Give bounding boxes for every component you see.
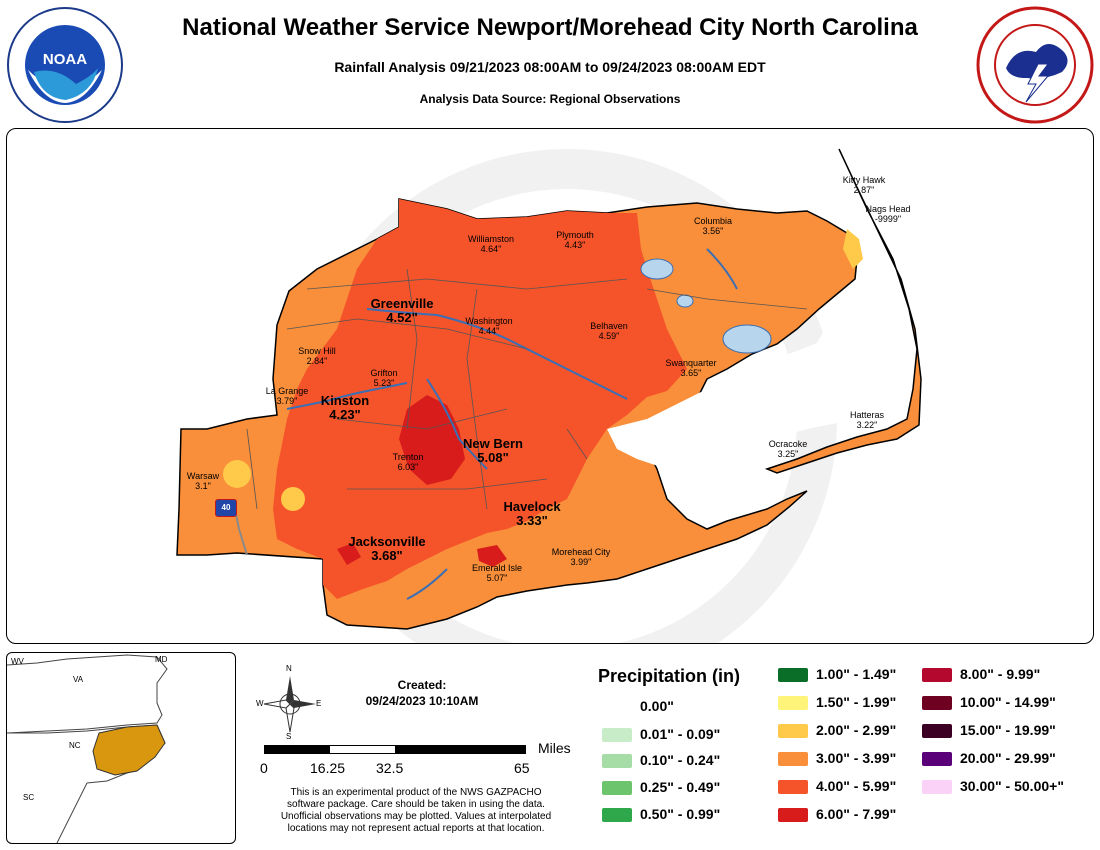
legend-swatch bbox=[922, 668, 952, 683]
compass-e: E bbox=[316, 699, 322, 708]
station-kitty-hawk: Kitty Hawk 2.87" bbox=[842, 175, 886, 195]
compass-w: W bbox=[256, 699, 264, 708]
inset-label-va: VA bbox=[73, 675, 84, 684]
legend-item: 0.01" - 0.09" bbox=[602, 726, 720, 743]
rainfall-map bbox=[176, 148, 922, 643]
station-new-bern: New Bern 5.08" bbox=[463, 436, 523, 465]
disclaimer: This is an experimental product of the N… bbox=[246, 787, 586, 835]
legend-item: 1.00" - 1.49" bbox=[778, 666, 896, 683]
legend-item: 6.00" - 7.99" bbox=[778, 806, 896, 823]
interstate-40-shield: 40 bbox=[215, 499, 237, 517]
legend-item: 0.25" - 0.49" bbox=[602, 779, 720, 796]
station-havelock: Havelock 3.33" bbox=[503, 499, 561, 528]
station-ocracoke: Ocracoke 3.25" bbox=[768, 439, 808, 459]
legend-swatch bbox=[922, 696, 952, 711]
station-nags-head: Nags Head -9999" bbox=[865, 204, 911, 224]
station-morehead-city: Morehead City 3.99" bbox=[551, 547, 611, 567]
scale-unit: Miles bbox=[538, 740, 571, 756]
legend-swatch bbox=[778, 668, 808, 683]
inset-label-md: MD bbox=[155, 655, 168, 664]
station-grifton: Grifton 5.23" bbox=[370, 368, 398, 388]
disclaimer-line-3: Unofficial observations may be plotted. … bbox=[280, 811, 552, 822]
legend-item: 15.00" - 19.99" bbox=[922, 722, 1056, 739]
locator-inset-map bbox=[7, 654, 168, 843]
legend-item: 20.00" - 29.99" bbox=[922, 750, 1056, 767]
station-jacksonville: Jacksonville 3.68" bbox=[348, 534, 426, 563]
station-la-grange: La Grange 3.79" bbox=[265, 386, 309, 406]
legend-swatch bbox=[922, 780, 952, 795]
station-columbia: Columbia 3.56" bbox=[693, 216, 733, 236]
station-washington: Washington 4.44" bbox=[465, 316, 513, 336]
legend-swatch bbox=[602, 781, 632, 796]
station-emerald-isle: Emerald Isle 5.07" bbox=[471, 563, 523, 583]
noaa-logo-text: NOAA bbox=[43, 51, 87, 68]
noaa-logo: NOAA bbox=[6, 6, 124, 124]
station-trenton: Trenton 6.03" bbox=[392, 452, 424, 472]
station-belhaven: Belhaven 4.59" bbox=[590, 321, 628, 341]
locator-inset-panel: WV VA MD NC SC bbox=[6, 652, 236, 844]
station-plymouth: Plymouth 4.43" bbox=[556, 230, 594, 250]
legend-swatch bbox=[778, 780, 808, 795]
data-source: Analysis Data Source: Regional Observati… bbox=[419, 92, 681, 106]
station-kinston: Kinston 4.23" bbox=[320, 393, 370, 422]
legend-swatch bbox=[602, 808, 632, 823]
scale-tick-2: 32.5 bbox=[376, 760, 404, 776]
compass-s: S bbox=[286, 732, 292, 741]
legend-item: 4.00" - 5.99" bbox=[778, 778, 896, 795]
legend-item: 0.50" - 0.99" bbox=[602, 806, 720, 823]
scale-tick-3: 65 bbox=[514, 760, 530, 776]
legend-item: 0.10" - 0.24" bbox=[602, 752, 720, 769]
legend-item: 8.00" - 9.99" bbox=[922, 666, 1040, 683]
inset-label-wv: WV bbox=[11, 657, 24, 666]
scale-bar bbox=[264, 745, 526, 754]
legend-title: Precipitation (in) bbox=[598, 666, 741, 686]
created-label: Created: bbox=[397, 678, 447, 692]
legend-item: 0.00" bbox=[640, 698, 674, 714]
analysis-period: Rainfall Analysis 09/21/2023 08:00AM to … bbox=[334, 59, 766, 75]
station-snow-hill: Snow Hill 2.84" bbox=[298, 346, 336, 366]
inset-label-nc: NC bbox=[69, 741, 81, 750]
legend-swatch bbox=[602, 728, 632, 743]
scale-tick-1: 16.25 bbox=[310, 760, 346, 776]
legend-swatch bbox=[778, 752, 808, 767]
legend-swatch bbox=[922, 752, 952, 767]
rainfall-map-panel: 40 Kitty Hawk 2.87" Nags Head -9999" Colum… bbox=[6, 128, 1094, 644]
scale-tick-0: 0 bbox=[260, 760, 268, 776]
station-greenville: Greenville 4.52" bbox=[370, 296, 434, 325]
station-warsaw: Warsaw 3.1" bbox=[186, 471, 220, 491]
legend-swatch bbox=[778, 808, 808, 823]
disclaimer-line-1: This is an experimental product of the N… bbox=[290, 787, 542, 798]
legend-swatch bbox=[602, 754, 632, 769]
legend-item: 1.50" - 1.99" bbox=[778, 694, 896, 711]
disclaimer-line-2: software package. Care should be taken i… bbox=[287, 799, 545, 810]
legend-item: 3.00" - 3.99" bbox=[778, 750, 896, 767]
station-hatteras: Hatteras 3.22" bbox=[849, 410, 885, 430]
compass-rose: N S W E bbox=[256, 664, 322, 741]
legend-swatch bbox=[778, 724, 808, 739]
legend-swatch bbox=[922, 724, 952, 739]
legend-item: 30.00" - 50.00+" bbox=[922, 778, 1064, 795]
disclaimer-line-4: locations may not represent actual repor… bbox=[287, 823, 545, 834]
created-timestamp: 09/24/2023 10:10AM bbox=[365, 694, 479, 708]
legend-item: 2.00" - 2.99" bbox=[778, 722, 896, 739]
compass-n: N bbox=[286, 664, 292, 673]
legend-swatch bbox=[778, 696, 808, 711]
station-williamston: Williamston 4.64" bbox=[467, 234, 515, 254]
page-title: National Weather Service Newport/Morehea… bbox=[182, 14, 918, 41]
station-swanquarter: Swanquarter 3.65" bbox=[665, 358, 717, 378]
legend-item: 10.00" - 14.99" bbox=[922, 694, 1056, 711]
nws-logo bbox=[976, 6, 1094, 124]
inset-label-sc: SC bbox=[23, 793, 35, 802]
